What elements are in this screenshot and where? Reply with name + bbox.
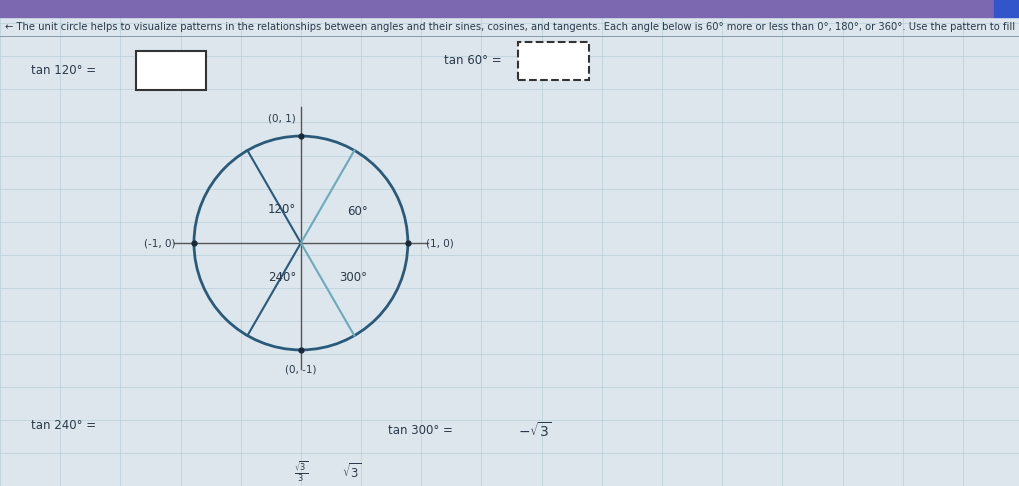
Text: (0, -1): (0, -1): [285, 364, 316, 375]
Text: 300°: 300°: [338, 271, 367, 284]
Text: tan 240° =: tan 240° =: [31, 419, 96, 432]
Text: tan 60° =: tan 60° =: [443, 54, 500, 67]
Text: ← The unit circle helps to visualize patterns in the relationships between angle: ← The unit circle helps to visualize pat…: [5, 22, 1019, 32]
Text: (0, 1): (0, 1): [268, 114, 296, 124]
Text: (-1, 0): (-1, 0): [144, 238, 175, 248]
Bar: [0, 0, 994, 17]
Text: $\frac{\sqrt{3}}{3}$: $\frac{\sqrt{3}}{3}$: [293, 459, 308, 484]
Bar: [994, 0, 1019, 17]
Text: tan 300° =: tan 300° =: [387, 424, 455, 436]
FancyBboxPatch shape: [518, 42, 588, 80]
Text: (1, 0): (1, 0): [426, 238, 453, 248]
Text: 60°: 60°: [346, 206, 368, 218]
Text: 240°: 240°: [268, 271, 296, 284]
Text: $\sqrt{3}$: $\sqrt{3}$: [342, 462, 361, 481]
Text: tan 120° =: tan 120° =: [31, 64, 96, 77]
FancyBboxPatch shape: [136, 52, 206, 89]
Text: $-\sqrt{3}$: $-\sqrt{3}$: [518, 421, 551, 439]
Text: 120°: 120°: [268, 203, 296, 216]
